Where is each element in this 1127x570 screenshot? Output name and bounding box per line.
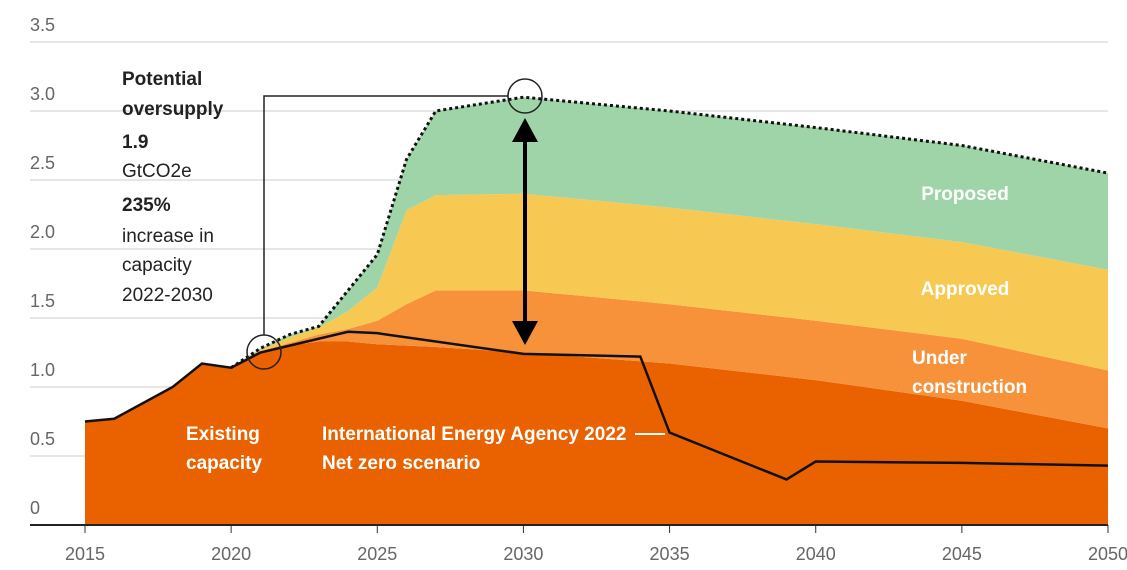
y-tick-label: 2.5 bbox=[30, 153, 55, 173]
x-tick-label: 2045 bbox=[942, 544, 982, 564]
annotation-percent: 235% bbox=[122, 195, 171, 216]
annotation-text: 2022-2030 bbox=[122, 285, 213, 306]
series-label: Approved bbox=[921, 279, 1010, 300]
series-label: Proposed bbox=[921, 184, 1009, 205]
y-tick-label: 0.5 bbox=[30, 429, 55, 449]
annotation-title: oversupply bbox=[122, 99, 224, 120]
reference-label: International Energy Agency 2022 Net zer… bbox=[322, 424, 627, 474]
y-tick-label: 1.5 bbox=[30, 291, 55, 311]
x-tick-label: 2040 bbox=[796, 544, 836, 564]
annotation-title: Potential bbox=[122, 69, 202, 90]
annotation-unit: GtCO2e bbox=[122, 161, 192, 182]
y-tick-label: 3.5 bbox=[30, 15, 55, 35]
x-tick-label: 2030 bbox=[503, 544, 543, 564]
x-tick-label: 2050 bbox=[1088, 544, 1127, 564]
y-tick-label: 0 bbox=[30, 498, 40, 518]
area bbox=[85, 97, 1108, 422]
x-tick-label: 2015 bbox=[65, 544, 105, 564]
area bbox=[85, 193, 1108, 422]
annotation-text: capacity bbox=[122, 255, 192, 276]
area bbox=[85, 341, 1108, 525]
x-tick-label: 2025 bbox=[357, 544, 397, 564]
x-tick-label: 2035 bbox=[650, 544, 690, 564]
annotation-amount: 1.9 bbox=[122, 132, 148, 153]
y-tick-label: 3.0 bbox=[30, 84, 55, 104]
reference-line bbox=[84, 330, 1109, 481]
x-tick-label: 2020 bbox=[211, 544, 251, 564]
reference-label-box: International Energy Agency 2022 Net zer… bbox=[322, 424, 627, 474]
y-tick-label: 1.0 bbox=[30, 360, 55, 380]
series-label: Existing capacity bbox=[186, 424, 263, 474]
stack-top-outline bbox=[230, 95, 1109, 369]
series-label-box: Under construction bbox=[912, 348, 1028, 398]
series-label-box: Existing capacity bbox=[186, 424, 263, 474]
area bbox=[85, 290, 1108, 429]
series-label: Under construction bbox=[912, 348, 1028, 398]
y-tick-label: 2.0 bbox=[30, 222, 55, 242]
annotation-shapes bbox=[246, 78, 665, 435]
annotation-text: increase in bbox=[122, 226, 214, 247]
